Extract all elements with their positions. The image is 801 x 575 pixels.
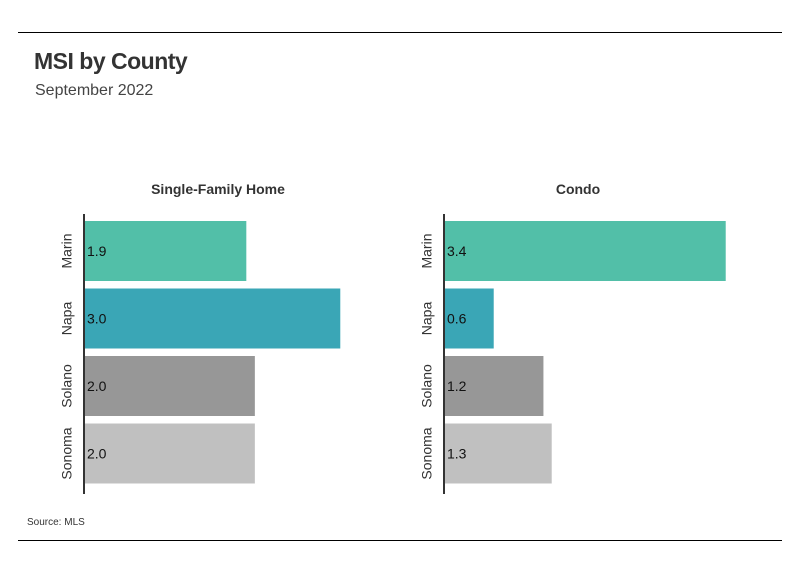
bar-single-family-home-napa xyxy=(84,288,341,349)
bar-single-family-home-sonoma xyxy=(84,423,255,484)
value-label-single-family-home-sonoma: 2.0 xyxy=(87,446,107,462)
bar-condo-marin xyxy=(444,221,726,281)
category-label-single-family-home-napa: Napa xyxy=(59,302,75,336)
chart-title: MSI by County xyxy=(34,48,188,74)
bar-single-family-home-marin xyxy=(84,221,247,281)
category-label-condo-solano: Solano xyxy=(419,364,435,408)
category-label-condo-sonoma: Sonoma xyxy=(419,427,435,479)
source-note: Source: MLS xyxy=(27,517,85,528)
bar-condo-napa xyxy=(444,288,494,349)
value-label-condo-sonoma: 1.3 xyxy=(447,446,467,462)
bar-condo-sonoma xyxy=(444,423,552,484)
value-label-single-family-home-solano: 2.0 xyxy=(87,378,107,394)
panel-title-single-family-home: Single-Family Home xyxy=(151,181,285,197)
value-label-condo-napa: 0.6 xyxy=(447,311,467,327)
value-label-condo-marin: 3.4 xyxy=(447,243,467,259)
panel-single-family: Single-Family Home 1.9 Marin 3.0 Napa 2.0 Sola… xyxy=(59,181,341,494)
panel-condo: Condo 3.4 Marin 0.6 Napa 1.2 Solano 1.3 Sonoma xyxy=(419,181,726,494)
category-label-single-family-home-marin: Marin xyxy=(59,233,75,268)
value-label-condo-solano: 1.2 xyxy=(447,378,467,394)
bottom-rule xyxy=(18,540,782,541)
panel-title-condo: Condo xyxy=(556,181,600,197)
value-label-single-family-home-napa: 3.0 xyxy=(87,311,107,327)
chart-subtitle: September 2022 xyxy=(35,82,154,99)
value-label-single-family-home-marin: 1.9 xyxy=(87,243,107,259)
category-label-condo-napa: Napa xyxy=(419,302,435,336)
category-label-single-family-home-solano: Solano xyxy=(59,364,75,408)
bar-condo-solano xyxy=(444,356,544,416)
top-rule xyxy=(18,32,782,33)
category-label-condo-marin: Marin xyxy=(419,233,435,268)
category-label-single-family-home-sonoma: Sonoma xyxy=(59,427,75,479)
bar-single-family-home-solano xyxy=(84,356,255,416)
